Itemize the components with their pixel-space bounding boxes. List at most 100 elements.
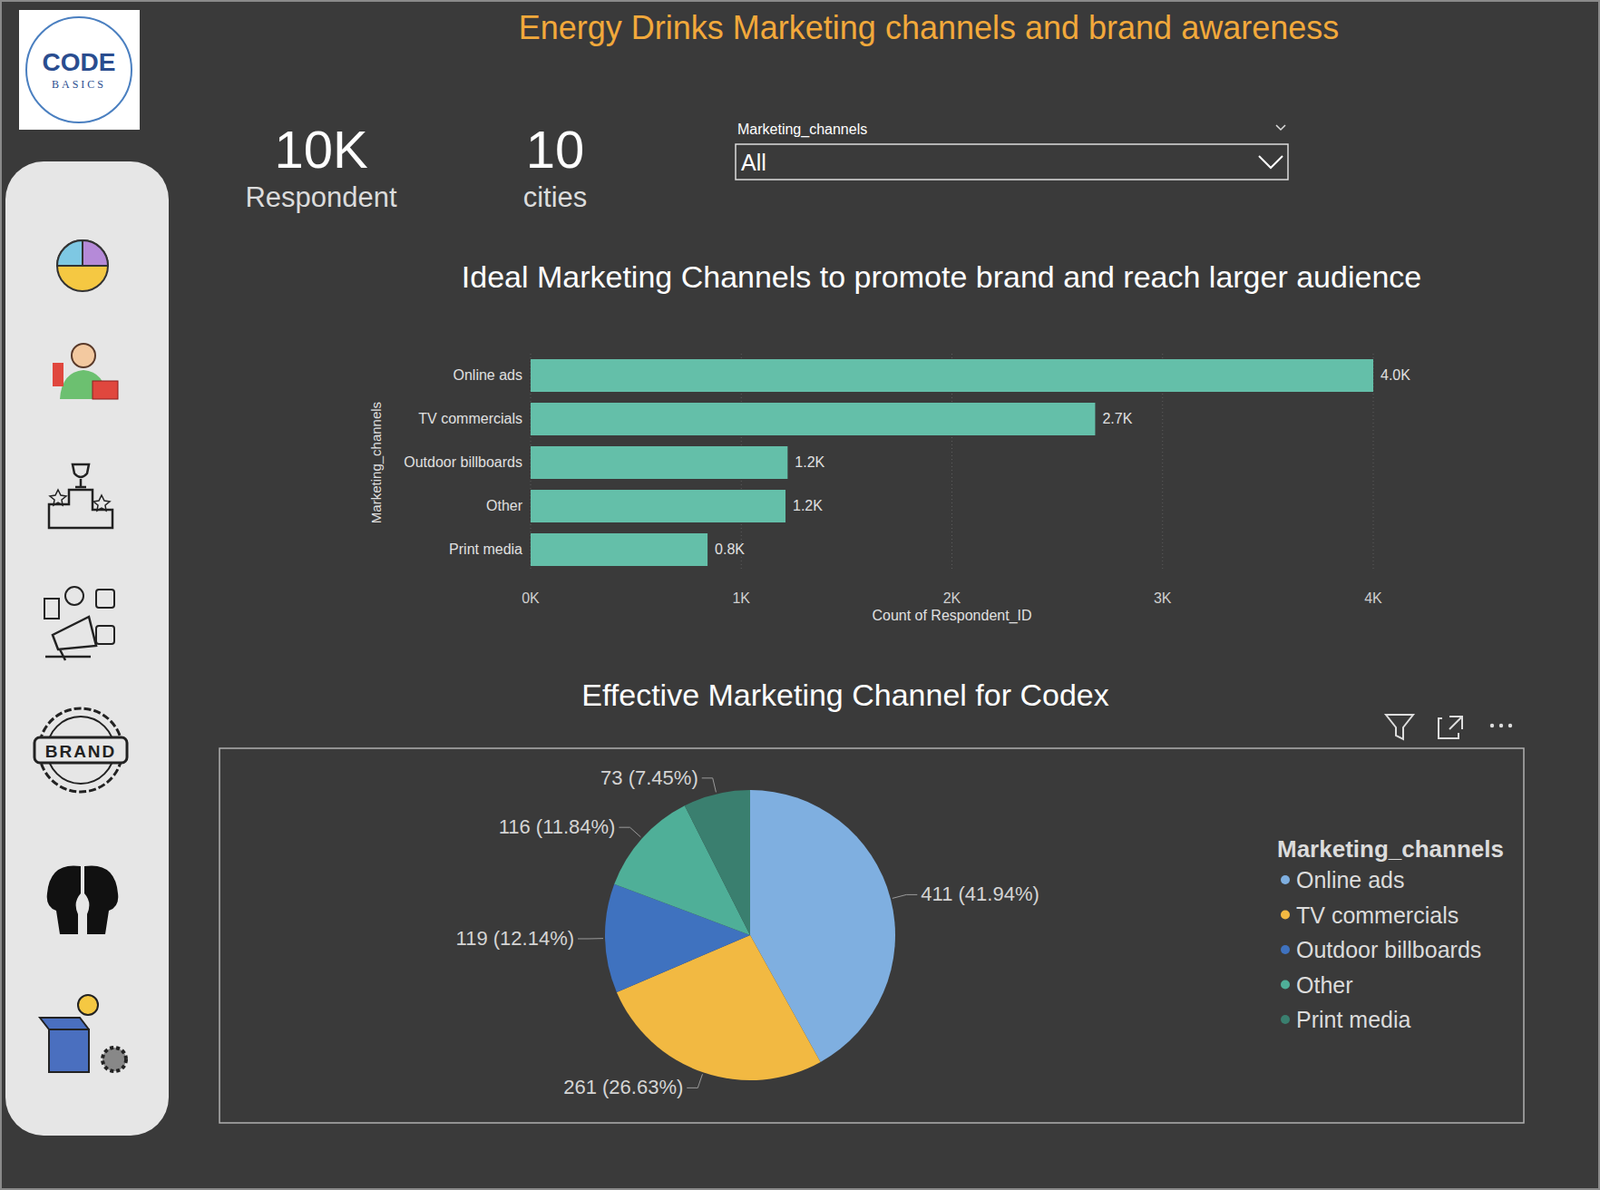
data-label: 73 (7.45%) bbox=[600, 766, 699, 790]
legend-label: Other bbox=[1296, 972, 1354, 998]
icon-shape bbox=[57, 240, 108, 292]
icon-shape bbox=[71, 343, 96, 368]
icon-shape bbox=[96, 625, 115, 644]
icon-shape bbox=[57, 240, 83, 266]
sidebar-panel bbox=[5, 161, 169, 1136]
legend-title: Marketing_channels bbox=[1277, 835, 1504, 863]
slicer-value: All bbox=[741, 149, 767, 176]
kpi-label: Respondent bbox=[244, 181, 398, 214]
category-label: Outdoor billboards bbox=[403, 454, 523, 470]
more-icon[interactable] bbox=[1490, 723, 1494, 728]
bar bbox=[530, 489, 786, 523]
icon-shopper bbox=[52, 343, 118, 400]
bar bbox=[530, 402, 1095, 436]
logo-text: CODE bbox=[42, 48, 117, 77]
badge-text: BRAND bbox=[45, 741, 118, 761]
axis-title: Marketing_channels bbox=[368, 401, 384, 524]
tick-label: 1K bbox=[731, 590, 751, 606]
leader-line bbox=[702, 778, 717, 793]
category-label: Print media bbox=[448, 541, 523, 557]
data-label: 411 (41.94%) bbox=[920, 882, 1039, 906]
logo-ring bbox=[26, 17, 132, 123]
category-label: Other bbox=[486, 497, 524, 514]
slicer-chevron bbox=[1258, 156, 1283, 168]
page-title: Energy Drinks Marketing channels and bra… bbox=[518, 9, 1339, 47]
tick-label: 0K bbox=[521, 590, 540, 606]
logo-subtitle: BASICS bbox=[51, 78, 107, 91]
icon-brand: BRAND bbox=[34, 708, 127, 792]
filter-icon[interactable] bbox=[1385, 714, 1414, 740]
tick-label: 2K bbox=[943, 590, 962, 606]
logo: CODEBASICS bbox=[19, 9, 140, 130]
kpi-value: 10 bbox=[526, 119, 586, 179]
icon-shape bbox=[72, 464, 89, 488]
icon-demographics bbox=[57, 240, 108, 292]
icon-shape bbox=[49, 489, 110, 511]
kpi-label: cities bbox=[523, 181, 588, 214]
legend-label: TV commercials bbox=[1296, 902, 1459, 928]
leader-line bbox=[892, 894, 918, 898]
leader-line bbox=[618, 827, 641, 838]
icon-shape bbox=[92, 380, 118, 400]
data-label: 261 (26.63%) bbox=[563, 1075, 683, 1099]
chart-title: Effective Marketing Channel for Codex bbox=[581, 677, 1109, 713]
data-label: 1.2K bbox=[794, 454, 825, 470]
bar bbox=[530, 446, 788, 479]
kpi-card: 10KRespondent bbox=[244, 119, 398, 214]
category-label: TV commercials bbox=[418, 410, 523, 427]
icon-shape bbox=[65, 586, 84, 605]
more-icon[interactable] bbox=[1508, 723, 1513, 728]
legend-marker bbox=[1280, 1014, 1290, 1025]
leader-line bbox=[686, 1073, 703, 1088]
pie-slice bbox=[684, 790, 751, 936]
slicer-chevron bbox=[1276, 125, 1286, 130]
chart-title: Ideal Marketing Channels to promote bran… bbox=[461, 259, 1422, 294]
data-label: 2.7K bbox=[1102, 410, 1132, 427]
icon-heads bbox=[47, 865, 119, 935]
kpi-value: 10K bbox=[273, 119, 369, 179]
tick-label: 3K bbox=[1153, 590, 1172, 606]
icon-shape bbox=[48, 489, 113, 528]
tick-label: 4K bbox=[1364, 590, 1383, 606]
bar bbox=[530, 359, 1374, 392]
icon-shape bbox=[52, 362, 64, 387]
focus-icon[interactable] bbox=[1438, 716, 1463, 739]
legend-label: Outdoor billboards bbox=[1296, 936, 1482, 963]
icon-shape bbox=[82, 240, 108, 266]
icon-shape bbox=[102, 1047, 127, 1072]
legend-marker bbox=[1280, 910, 1290, 920]
legend-marker bbox=[1280, 875, 1290, 885]
icon-shape bbox=[47, 865, 81, 935]
background bbox=[0, 0, 1600, 1190]
icon-shape bbox=[34, 737, 127, 763]
icon-shape bbox=[44, 598, 59, 619]
legend: Marketing_channels Online ads TV commercia… bbox=[1277, 835, 1504, 1033]
data-label: 0.8K bbox=[714, 541, 745, 557]
icon-podium bbox=[48, 464, 113, 528]
data-label: 116 (11.84%) bbox=[498, 815, 616, 839]
icon-shape bbox=[39, 708, 123, 792]
icon-shape bbox=[78, 995, 98, 1015]
data-label: 4.0K bbox=[1380, 367, 1411, 383]
more-icon[interactable] bbox=[1499, 723, 1503, 728]
slicer-label: Marketing_channels bbox=[737, 121, 868, 138]
data-label: 119 (12.14%) bbox=[456, 926, 575, 950]
legend-label: Online ads bbox=[1296, 867, 1405, 893]
dashboard: CODEBASICS Energy Drinks Marketing channe… bbox=[0, 0, 1600, 1190]
data-label: 1.2K bbox=[792, 497, 823, 514]
icon-shape bbox=[96, 589, 115, 608]
bar-chart: Ideal Marketing Channels to promote bran… bbox=[368, 259, 1422, 625]
slicer: Marketing_channels All bbox=[735, 121, 1288, 180]
legend-marker bbox=[1280, 945, 1290, 955]
icon-shape bbox=[39, 1017, 89, 1073]
bar bbox=[530, 533, 708, 566]
legend-label: Print media bbox=[1296, 1006, 1412, 1033]
icon-shape bbox=[45, 616, 97, 661]
icon-shape bbox=[84, 865, 118, 935]
sidebar: BRAND bbox=[5, 161, 169, 1136]
bars bbox=[530, 359, 1374, 566]
slicer-dropdown[interactable] bbox=[735, 144, 1288, 180]
category-label: Online ads bbox=[453, 367, 524, 383]
leader-line bbox=[577, 937, 604, 939]
icon-megaphone bbox=[44, 586, 115, 661]
